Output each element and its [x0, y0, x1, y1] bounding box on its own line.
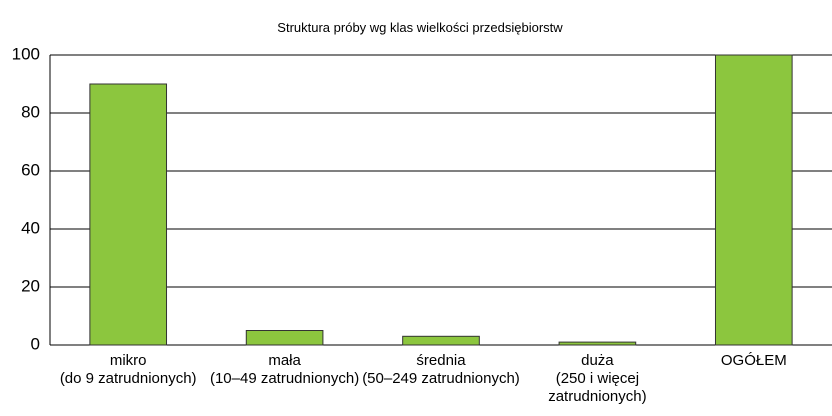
x-tick-label: OGÓŁEM — [721, 352, 787, 369]
x-tick-label: duża (250 i więcej zatrudnionych) — [548, 352, 646, 405]
y-tick-label: 40 — [21, 218, 40, 237]
bar — [714, 54, 793, 346]
y-tick-label: 0 — [31, 334, 40, 353]
bar — [402, 335, 480, 346]
y-tick-label: 20 — [21, 276, 40, 295]
bar — [245, 330, 324, 346]
y-tick-label: 60 — [21, 160, 40, 179]
chart-title: Struktura próby wg klas wielkości przeds… — [277, 20, 563, 35]
x-tick-label: średnia (50–249 zatrudnionych) — [362, 352, 520, 387]
x-tick-label: mała (10–49 zatrudnionych) — [210, 352, 359, 387]
y-tick-label: 100 — [12, 44, 40, 63]
bar — [89, 83, 168, 346]
bar — [558, 341, 637, 346]
y-tick-label: 80 — [21, 102, 40, 121]
x-tick-label: mikro (do 9 zatrudnionych) — [60, 352, 197, 387]
